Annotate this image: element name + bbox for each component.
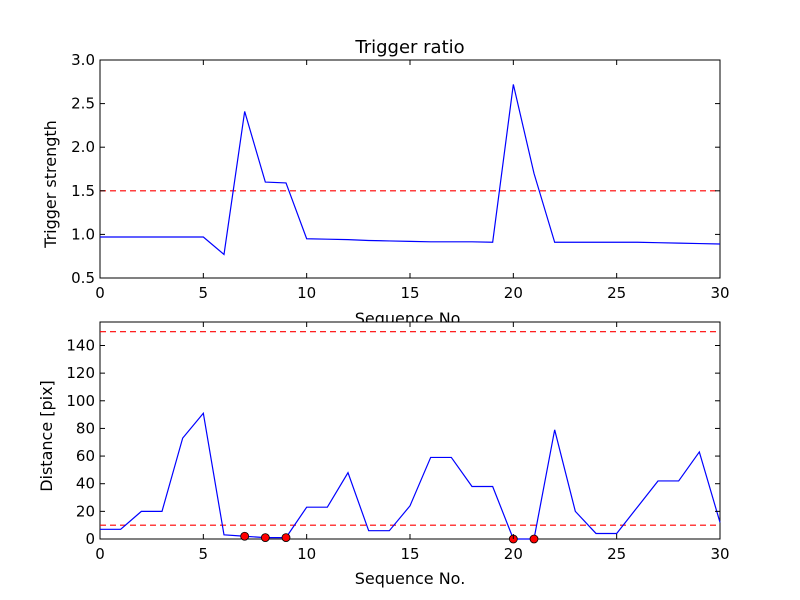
- axes-frame: [99, 59, 721, 279]
- y-tick-label: 120: [66, 364, 95, 382]
- y-tick-label: 140: [66, 336, 95, 354]
- x-tick-label: 25: [607, 545, 626, 563]
- data-point-marker: [529, 534, 539, 544]
- x-tick-label: 0: [95, 545, 105, 563]
- y-tick-label: 20: [76, 502, 95, 520]
- y-tick-label: 1.0: [71, 225, 95, 243]
- x-tick-label: 30: [710, 545, 729, 563]
- y-tick-label: 2.5: [71, 95, 95, 113]
- x-tick-label: 5: [199, 545, 209, 563]
- x-tick-label: 20: [504, 545, 523, 563]
- y-tick-label: 80: [76, 419, 95, 437]
- x-tick-label: 30: [710, 284, 729, 302]
- data-point-marker: [260, 533, 270, 543]
- plot-area: 0 5 10 15 20 25 30 0 20 40 60 80 100 120 140: [66, 321, 730, 563]
- plot-area: 0 5 10 15 20 25 30 0.5 1.0 1.5 2.0 2.5 3.0: [71, 51, 729, 302]
- x-axis-label: Sequence No.: [355, 569, 466, 588]
- distance-chart: 0 5 10 15 20 25 30 0 20 40 60 80 100 120 140 Sequence …: [0, 300, 800, 588]
- subplot-overlap-mask: [0, 300, 800, 311]
- y-tick-label: 60: [76, 447, 95, 465]
- y-tick-label: 1.5: [71, 182, 95, 200]
- y-tick-label: 0.5: [71, 269, 95, 287]
- data-point-marker: [281, 533, 291, 543]
- y-tick-label: 3.0: [71, 51, 95, 69]
- x-tick-label: 15: [400, 284, 419, 302]
- chart-title: Trigger ratio: [354, 37, 464, 58]
- y-axis-label: Trigger strength: [41, 120, 60, 249]
- series-line: [100, 84, 721, 256]
- series-line: [100, 411, 721, 540]
- trigger-ratio-chart: Trigger ratio 0 5 10 15 20 25 30 0.5 1.0 1.5 2.0 2.…: [41, 37, 730, 328]
- y-tick-label: 0: [85, 530, 95, 548]
- data-point-marker: [240, 531, 250, 541]
- y-axis-label: Distance [pix]: [37, 380, 56, 492]
- x-tick-label: 10: [297, 284, 316, 302]
- y-tick-label: 40: [76, 475, 95, 493]
- x-tick-label: 20: [504, 284, 523, 302]
- x-tick-label: 15: [400, 545, 419, 563]
- x-tick-label: 10: [297, 545, 316, 563]
- y-tick-label: 2.0: [71, 138, 95, 156]
- axes-frame: [99, 321, 721, 540]
- y-tick-label: 100: [66, 392, 95, 410]
- x-tick-label: 0: [95, 284, 105, 302]
- x-tick-label: 5: [199, 284, 209, 302]
- x-tick-label: 25: [607, 284, 626, 302]
